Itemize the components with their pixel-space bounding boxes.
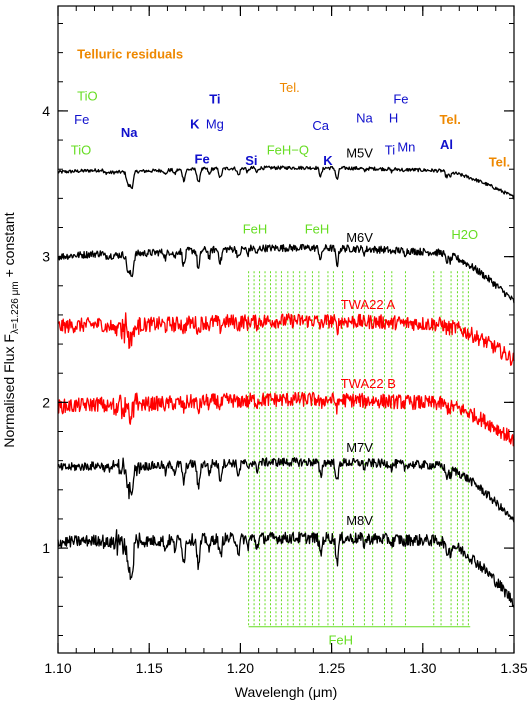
- line-annotations: Telluric residuals Tel. Tel. Tel. TiO TiO FeH−…: [71, 46, 510, 647]
- plot-frame: [57, 5, 515, 654]
- line-annotation: Ti: [385, 143, 395, 158]
- line-annotation: Na: [356, 111, 373, 126]
- line-annotation: TiO: [77, 89, 97, 104]
- axis-ticks: 1.10 1.15 1.20 1.25 1.30 1.35 1 2 3 4: [42, 6, 528, 676]
- series-line: [57, 312, 515, 366]
- line-annotation: Fe: [74, 112, 89, 127]
- line-annotation: Telluric residuals: [77, 46, 183, 61]
- feh-marker-lines: [248, 271, 471, 628]
- x-tick-label: 1.30: [409, 660, 436, 676]
- y-tick-label: 3: [42, 249, 50, 265]
- x-tick-label: 1.20: [227, 660, 254, 676]
- series-labels: M5V M6V TWA22 A TWA22 B M7V M8V: [341, 146, 396, 528]
- line-annotation: H: [389, 111, 398, 126]
- y-axis-title-suffix: + constant: [1, 212, 17, 281]
- x-tick-label: 1.25: [318, 660, 345, 676]
- y-tick-label: 1: [42, 540, 50, 556]
- spectral-series: [57, 165, 515, 608]
- x-tick-label: 1.35: [500, 660, 527, 676]
- line-annotation: K: [323, 153, 333, 168]
- series-label: M7V: [346, 440, 373, 455]
- line-annotation: H2O: [451, 227, 478, 242]
- line-annotation: Tel.: [439, 112, 460, 127]
- line-annotation: Tel.: [489, 154, 510, 169]
- series-label: M6V: [346, 230, 373, 245]
- line-annotation: Tel.: [280, 80, 300, 95]
- series-line: [57, 457, 515, 523]
- series-line: [57, 529, 515, 608]
- line-annotation: TiO: [71, 143, 91, 158]
- line-annotation: Ca: [312, 118, 329, 133]
- series-label: TWA22 A: [341, 297, 396, 312]
- y-axis-title-main: Normalised Flux F: [1, 334, 17, 448]
- line-annotation: Fe: [393, 92, 408, 107]
- line-annotation: FeH: [305, 221, 330, 236]
- x-tick-label: 1.10: [44, 660, 71, 676]
- x-axis-title: Wavelengh (μm): [235, 684, 337, 700]
- series-line: [57, 391, 515, 447]
- line-annotation: FeH: [243, 221, 268, 236]
- line-annotation: Na: [121, 125, 138, 140]
- series-line: [57, 243, 515, 304]
- line-annotation: Fe: [195, 151, 210, 166]
- series-label: TWA22 B: [341, 376, 396, 391]
- y-axis-title: Normalised Flux Fλ=1.226 μm + constant: [1, 212, 21, 447]
- series-label: M8V: [346, 513, 373, 528]
- line-annotation: FeH: [328, 632, 353, 647]
- y-tick-label: 4: [42, 103, 50, 119]
- series-line: [57, 165, 515, 200]
- line-annotation: Al: [440, 137, 453, 152]
- y-axis-title-subscript: λ=1.226 μm: [10, 281, 21, 334]
- series-label: M5V: [346, 146, 373, 161]
- line-annotation: Ti: [209, 92, 220, 107]
- line-annotation: Mn: [397, 140, 415, 155]
- x-tick-label: 1.15: [136, 660, 163, 676]
- line-annotation: K: [190, 116, 200, 131]
- y-tick-label: 2: [42, 394, 50, 410]
- line-annotation: Mg: [206, 116, 224, 131]
- line-annotation: FeH−Q: [267, 143, 309, 158]
- line-annotation: Si: [245, 153, 257, 168]
